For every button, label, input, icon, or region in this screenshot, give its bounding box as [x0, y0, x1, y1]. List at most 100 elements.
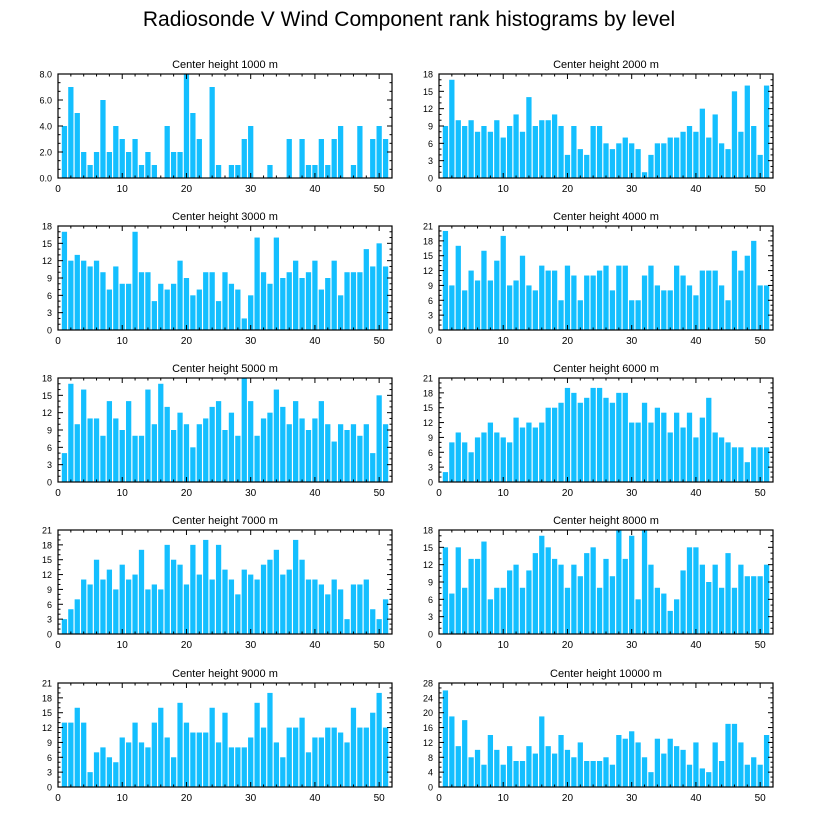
histogram-bar [763, 285, 770, 330]
histogram-bar [731, 723, 738, 787]
histogram-bar [519, 761, 526, 787]
histogram-bar [545, 407, 551, 482]
histogram-bar [468, 558, 474, 634]
y-tick-label: 3 [47, 460, 52, 470]
histogram-bar [305, 579, 312, 634]
histogram-bar [337, 295, 344, 330]
histogram-bar [674, 137, 680, 178]
histogram-bar [532, 753, 538, 787]
histogram-bar [494, 432, 500, 482]
x-tick-label: 50 [374, 336, 386, 347]
y-tick-label: 12 [42, 256, 52, 266]
histogram-bar [680, 131, 686, 178]
histogram-bar [474, 280, 481, 330]
histogram-bar [138, 549, 145, 634]
histogram-bar [113, 762, 119, 787]
histogram-bar [331, 260, 337, 330]
histogram-bar [100, 435, 106, 482]
histogram-bar [382, 424, 389, 482]
x-tick-label: 0 [436, 488, 442, 499]
y-tick-label: 18 [42, 374, 52, 384]
y-tick-label: 12 [423, 738, 433, 748]
histogram-bar [81, 722, 87, 787]
histogram-bar [596, 387, 603, 482]
histogram-bar [519, 255, 526, 330]
x-tick-label: 40 [690, 184, 702, 195]
histogram-bar [661, 412, 667, 482]
histogram-bar [564, 749, 571, 787]
histogram-bar [468, 757, 474, 787]
histogram-bar [551, 753, 558, 787]
histogram-bar [584, 154, 590, 178]
histogram-bar [699, 768, 705, 787]
histogram-bar [693, 131, 699, 178]
histogram-bar [138, 272, 145, 330]
x-tick-label: 0 [436, 336, 442, 347]
panel-title: Center height 8000 m [553, 515, 659, 527]
histogram-bar [763, 735, 770, 787]
y-tick-label: 0 [428, 783, 433, 793]
histogram-bar [757, 576, 763, 634]
histogram-bar [629, 422, 635, 482]
histogram-bar [151, 165, 157, 178]
histogram-bar [751, 126, 757, 178]
histogram-bar [331, 579, 337, 634]
histogram-bar [286, 424, 292, 482]
y-tick-label: 9 [47, 426, 52, 436]
histogram-bar [293, 539, 299, 634]
x-tick-label: 40 [309, 336, 321, 347]
histogram-bar [312, 579, 318, 634]
histogram-bar [138, 165, 145, 178]
histogram-bar [751, 757, 757, 787]
histogram-bar [228, 579, 235, 634]
histogram-bar [706, 772, 712, 787]
y-tick-label: 3 [428, 463, 433, 473]
histogram-panel: Center height 6000 m 0 10 20 30 40 50 0 3 6 9 12 15 1… [423, 363, 774, 499]
histogram-bar [331, 139, 337, 178]
histogram-bar [151, 424, 157, 482]
histogram-bar [558, 402, 564, 482]
histogram-bar [551, 114, 558, 178]
histogram-bar [686, 764, 693, 787]
histogram-bar [93, 260, 100, 330]
histogram-bar [584, 761, 590, 787]
histogram-bar [370, 453, 376, 482]
y-tick-label: 21 [423, 222, 433, 232]
histogram-bar [126, 742, 132, 787]
histogram-bar [357, 435, 363, 482]
histogram-bar [641, 757, 648, 787]
y-tick-label: 15 [423, 543, 433, 553]
histogram-bar [738, 447, 744, 482]
histogram-bar [699, 417, 705, 482]
histogram-bar [706, 397, 712, 482]
histogram-bar [648, 154, 654, 178]
histogram-bar [487, 735, 494, 787]
histogram-bar [545, 270, 551, 330]
histogram-bar [286, 272, 292, 330]
histogram-bar [222, 712, 228, 787]
histogram-bar [609, 764, 616, 787]
histogram-bar [68, 87, 74, 178]
y-tick-label: 0 [47, 630, 52, 640]
histogram-bar [299, 559, 305, 634]
histogram-bar [177, 702, 183, 787]
histogram-bar [481, 764, 487, 787]
y-tick-label: 12 [423, 418, 433, 428]
histogram-bar [170, 152, 177, 178]
histogram-bar [590, 126, 596, 178]
histogram-bar [241, 378, 247, 482]
x-tick-label: 50 [374, 793, 386, 804]
histogram-bar [455, 245, 461, 330]
y-tick-label: 0.0 [39, 174, 52, 184]
histogram-bar [590, 387, 596, 482]
x-tick-label: 30 [626, 640, 638, 651]
panel-title: Center height 10000 m [550, 668, 662, 680]
histogram-bar [164, 289, 170, 330]
histogram-bar [725, 442, 731, 482]
x-tick-label: 10 [117, 184, 129, 195]
histogram-bar [228, 412, 235, 482]
x-tick-label: 50 [755, 488, 767, 499]
x-tick-label: 10 [117, 793, 129, 804]
histogram-bar [183, 74, 190, 178]
histogram-bar [718, 143, 725, 178]
